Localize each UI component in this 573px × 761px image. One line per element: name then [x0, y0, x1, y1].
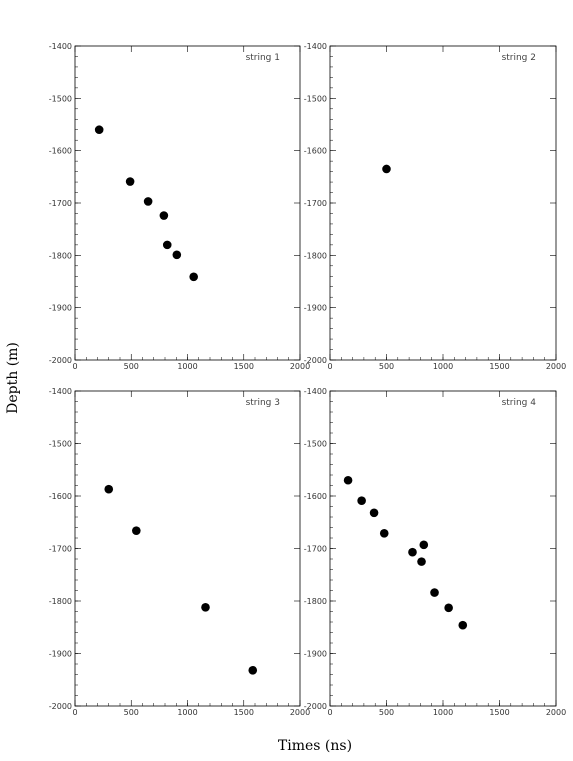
y-tick-label: -1500 [304, 440, 327, 449]
y-tick-label: -1500 [49, 440, 72, 449]
y-tick-label: -1900 [304, 650, 327, 659]
y-tick-label: -2000 [304, 356, 327, 365]
data-point [408, 547, 417, 557]
y-tick-label: -1600 [304, 492, 327, 501]
x-tick-label: 1500 [489, 708, 509, 717]
x-tick-label: 0 [72, 362, 77, 371]
x-tick-label: 500 [379, 362, 394, 371]
data-point [458, 620, 468, 630]
y-tick-label: -1700 [49, 545, 72, 554]
panel-label: string 3 [246, 398, 280, 408]
x-tick-label: 500 [379, 708, 394, 717]
data-point [417, 557, 426, 566]
panel-frame [329, 390, 557, 707]
panel-1: 0 500 1000 1500 2000 -2000 -1900 -1800 -1700 -160… [49, 42, 310, 371]
x-tick-label: 500 [124, 362, 139, 371]
y-tick-label: -1800 [304, 251, 327, 260]
data-point [104, 484, 114, 494]
y-axis-title: Depth (m) [5, 342, 21, 414]
x-tick-label: 1500 [234, 708, 254, 717]
y-tick-label: -1400 [49, 387, 72, 396]
data-point [430, 588, 439, 597]
panel-frame [74, 390, 301, 707]
y-tick-label: -1700 [304, 199, 327, 208]
data-point [201, 603, 210, 612]
panels: 0 500 1000 1500 2000-2000-1900-1800-1700-160… [49, 42, 566, 717]
x-tick-label: 2000 [290, 708, 310, 717]
panel-2: 0 500 1000 1500 2000 -2000 -1900 -1800 -1700 -160… [304, 42, 566, 371]
x-tick-label: 1000 [433, 362, 453, 371]
y-tick-label: -1600 [304, 147, 327, 156]
panel-4: 0 500 1000 1500 2000 -2000 -1900 -1800 -1700 -160… [304, 387, 566, 717]
y-tick-label: -2000 [49, 356, 72, 365]
data-point [94, 125, 104, 135]
y-tick-label: -1700 [304, 545, 327, 554]
y-tick-label: -1600 [49, 492, 72, 501]
y-tick-label: -1900 [49, 650, 72, 659]
x-tick-label: 2000 [290, 362, 310, 371]
data-point [248, 666, 258, 675]
y-tick-label: -1800 [304, 597, 327, 606]
x-tick-label: 0 [327, 708, 332, 717]
data-point [162, 240, 172, 250]
panel-label: string 4 [502, 398, 537, 408]
data-point [189, 272, 198, 282]
data-point [444, 603, 453, 613]
data-point [343, 475, 353, 485]
data-point [379, 528, 389, 538]
panel-3: 0 500 1000 1500 2000 -2000 -1900 -1800 -1700 -160… [49, 387, 310, 717]
x-axis-title: Times (ns) [278, 738, 352, 754]
panel-frame [74, 45, 301, 361]
data-point [172, 250, 182, 260]
x-tick-label: 1500 [489, 362, 509, 371]
y-tick-label: -1900 [49, 304, 72, 313]
x-tick-label: 1000 [433, 708, 453, 717]
y-tick-label: -1500 [304, 94, 327, 103]
x-tick-label: 500 [124, 708, 139, 717]
x-tick-label: 0 [72, 708, 77, 717]
y-tick-label: -2000 [304, 702, 327, 711]
panel-frame [329, 45, 557, 361]
panel-label: string 2 [502, 53, 536, 63]
y-tick-label: -1800 [49, 597, 72, 606]
x-tick-label: 0 [327, 362, 332, 371]
y-tick-label: -1500 [49, 94, 72, 103]
y-tick-label: -1700 [49, 199, 72, 208]
y-tick-label: -1400 [49, 42, 72, 51]
data-point [419, 540, 429, 550]
data-point [159, 211, 169, 220]
y-tick-label: -1400 [304, 42, 327, 51]
panel-label: string 1 [246, 53, 280, 63]
data-point [382, 164, 391, 174]
data-point [132, 526, 141, 535]
data-point [143, 197, 153, 206]
y-tick-label: -1600 [49, 147, 72, 156]
y-tick-label: -1800 [49, 251, 72, 260]
data-point [357, 496, 366, 506]
x-tick-label: 1000 [177, 708, 197, 717]
x-tick-label: 2000 [546, 362, 566, 371]
data-point [125, 177, 135, 186]
y-tick-label: -1400 [304, 387, 327, 396]
x-tick-label: 2000 [546, 708, 566, 717]
data-point [369, 508, 379, 518]
x-tick-label: 1500 [234, 362, 254, 371]
x-tick-label: 1000 [177, 362, 197, 371]
y-tick-label: -1900 [304, 304, 327, 313]
y-tick-label: -2000 [49, 702, 72, 711]
